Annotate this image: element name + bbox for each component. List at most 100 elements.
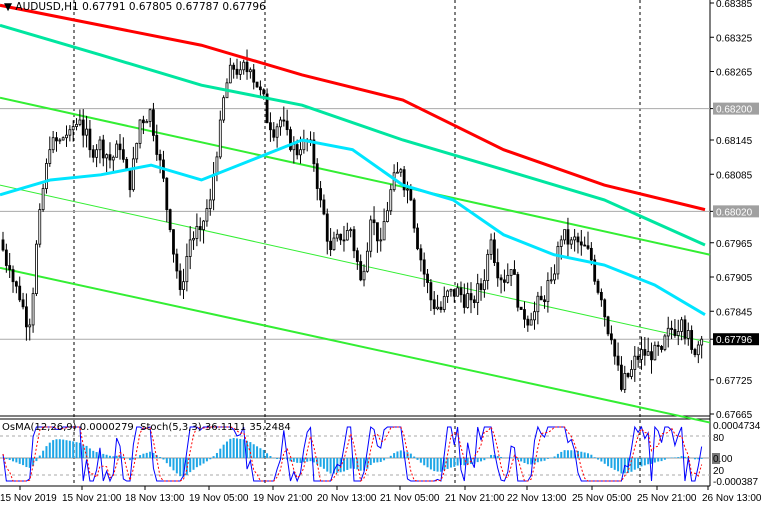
osma-bar: [189, 458, 192, 473]
candle-body: [285, 120, 289, 131]
candle-body: [696, 344, 700, 356]
time-axis-label: 25 Nov 21:00: [637, 493, 697, 504]
candle-body: [365, 250, 369, 272]
osma-bar: [306, 458, 309, 462]
candle-body: [195, 226, 199, 239]
stoch-signal-line: [2, 425, 703, 483]
candle-body: [636, 355, 640, 360]
osma-bar: [179, 458, 182, 477]
candle-body: [75, 123, 78, 127]
osma-bar: [322, 458, 325, 469]
time-axis-label: 18 Nov 13:00: [125, 493, 185, 504]
osma-bar: [98, 452, 101, 458]
osma-bar: [202, 458, 205, 464]
osma-bar: [593, 457, 596, 458]
candle-body: [21, 299, 25, 308]
osma-bar: [647, 458, 650, 465]
osma-bar: [102, 453, 105, 458]
candle-body: [456, 287, 460, 297]
time-axis-label: 25 Nov 05:00: [572, 493, 632, 504]
osma-bar: [236, 438, 238, 458]
osma-bar: [413, 456, 416, 458]
osma-bar: [446, 458, 449, 469]
osma-bar: [212, 456, 215, 458]
osma-bar: [466, 458, 469, 465]
osma-bar: [269, 456, 272, 458]
osma-bar: [105, 454, 108, 458]
candle-body: [158, 154, 162, 161]
candle-body: [399, 169, 403, 173]
candle-body: [8, 265, 12, 270]
osma-bar: [142, 453, 145, 458]
osma-bar: [570, 450, 573, 458]
osma-bar: [95, 452, 98, 458]
candle-body: [539, 295, 543, 301]
osma-bar: [566, 450, 569, 458]
candle-body: [419, 248, 423, 261]
candle-body: [168, 209, 172, 231]
candle-body: [342, 239, 346, 242]
osma-bar: [473, 458, 476, 464]
candle-body: [620, 364, 623, 390]
candle-body: [339, 233, 343, 241]
close-value: 0.67796: [222, 1, 266, 13]
candle-body: [499, 277, 503, 281]
candle-body: [593, 259, 597, 282]
symbol-label: AUDUSD,H1: [15, 1, 79, 13]
osma-bar: [480, 458, 483, 462]
candle-body: [406, 188, 409, 191]
osma-bar: [449, 458, 452, 468]
candle-body: [245, 61, 249, 73]
candle-body: [279, 119, 282, 128]
candle-body: [509, 269, 513, 276]
candle-body: [449, 289, 453, 292]
osma-bar: [590, 454, 593, 458]
osma-bar: [312, 458, 315, 463]
candle-body: [579, 241, 583, 246]
candle-body: [686, 330, 690, 339]
candle-body: [11, 269, 15, 283]
candle-body: [289, 129, 292, 151]
candle-body: [700, 338, 704, 346]
price-axis-label: 0.68020: [716, 207, 753, 218]
osma-bar: [373, 458, 376, 463]
osma-bar: [530, 458, 533, 465]
osma-bar: [199, 458, 202, 466]
osma-bar: [613, 458, 616, 470]
candle-body: [14, 281, 18, 287]
osma-bar: [459, 458, 462, 465]
osma-bar: [393, 453, 396, 458]
osma-bar: [242, 439, 245, 458]
osma-bar: [443, 458, 446, 471]
candle-body: [95, 149, 98, 158]
candle-body: [436, 306, 439, 310]
candle-body: [472, 299, 476, 304]
candle-body: [596, 280, 600, 293]
osma-bar: [252, 444, 255, 458]
osma-bar: [389, 455, 392, 458]
osma-bar: [88, 448, 91, 458]
price-axis-label: 0.68385: [716, 0, 753, 10]
candle-body: [666, 327, 670, 337]
chart-header: ▼ AUDUSD,H1 0.67791 0.67805 0.67787 0.67…: [4, 1, 266, 13]
ma-slow-line: [0, 3, 706, 212]
candle-body: [372, 219, 376, 224]
candle-body: [88, 128, 92, 151]
candle-body: [269, 122, 272, 131]
candle-body: [172, 229, 175, 255]
osma-bar: [309, 458, 312, 462]
osma-bar: [302, 458, 305, 463]
candle-body: [426, 273, 429, 283]
osma-bar: [583, 452, 586, 458]
dropdown-triangle-icon[interactable]: ▼: [4, 1, 13, 13]
price-axis-label: 0.68325: [716, 33, 753, 44]
candle-body: [335, 233, 339, 239]
candle-body: [258, 86, 262, 91]
candle-body: [4, 249, 8, 266]
osma-bar: [175, 458, 178, 474]
osma-bar: [25, 458, 28, 468]
osma-bar: [152, 452, 155, 458]
osma-bar: [349, 458, 352, 469]
osma-bar: [12, 458, 15, 462]
